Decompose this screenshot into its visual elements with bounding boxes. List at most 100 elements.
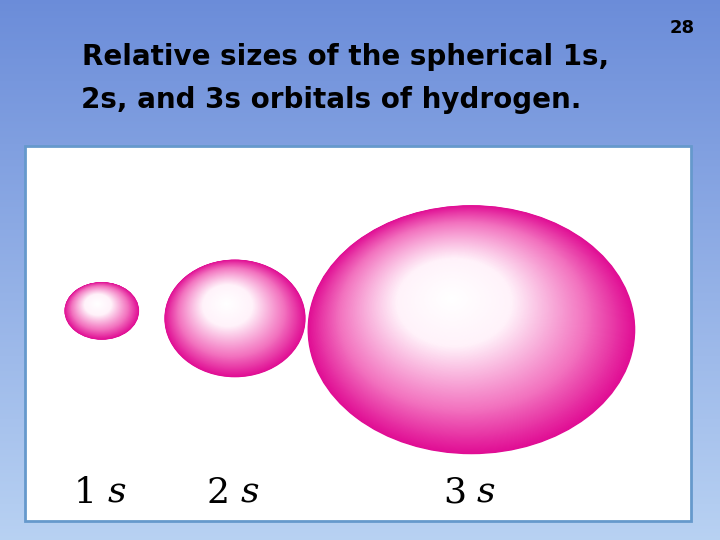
Ellipse shape	[399, 260, 510, 345]
Bar	[0, 398, 720, 400]
Ellipse shape	[95, 302, 99, 306]
Ellipse shape	[169, 262, 298, 370]
Ellipse shape	[78, 290, 120, 322]
Ellipse shape	[447, 295, 456, 302]
Bar	[0, 347, 720, 349]
Bar	[0, 486, 720, 488]
Ellipse shape	[311, 207, 631, 450]
Ellipse shape	[94, 301, 102, 307]
Ellipse shape	[209, 289, 246, 320]
Bar	[0, 185, 720, 187]
Ellipse shape	[449, 296, 455, 301]
Ellipse shape	[181, 269, 282, 353]
Ellipse shape	[316, 210, 623, 442]
Ellipse shape	[189, 275, 270, 342]
Ellipse shape	[89, 298, 106, 310]
Ellipse shape	[93, 300, 102, 307]
Bar	[0, 340, 720, 342]
Bar	[0, 312, 720, 313]
Ellipse shape	[419, 275, 486, 326]
Ellipse shape	[215, 295, 238, 314]
Bar	[0, 184, 720, 185]
Ellipse shape	[213, 293, 241, 316]
Ellipse shape	[423, 278, 482, 322]
Bar	[0, 218, 720, 220]
Bar	[0, 513, 720, 515]
Bar	[0, 471, 720, 474]
Ellipse shape	[317, 211, 621, 441]
Ellipse shape	[214, 294, 240, 315]
Ellipse shape	[369, 241, 546, 375]
Bar	[0, 443, 720, 444]
Bar	[0, 490, 720, 491]
Ellipse shape	[92, 300, 103, 308]
Ellipse shape	[386, 252, 525, 357]
Ellipse shape	[328, 216, 603, 426]
Ellipse shape	[68, 284, 135, 335]
Bar	[0, 339, 720, 340]
Bar	[0, 261, 720, 263]
Ellipse shape	[371, 242, 544, 373]
Ellipse shape	[415, 272, 490, 329]
Bar	[0, 248, 720, 250]
Ellipse shape	[204, 286, 251, 326]
Bar	[0, 412, 720, 414]
Bar	[0, 182, 720, 184]
Ellipse shape	[448, 296, 456, 302]
Bar	[0, 454, 720, 455]
Ellipse shape	[185, 272, 276, 348]
Bar	[0, 464, 720, 466]
Ellipse shape	[173, 265, 293, 365]
Ellipse shape	[323, 214, 611, 431]
Ellipse shape	[361, 236, 556, 383]
Ellipse shape	[190, 276, 268, 341]
Ellipse shape	[96, 303, 99, 305]
Ellipse shape	[210, 291, 245, 319]
Ellipse shape	[388, 253, 522, 355]
Bar	[0, 349, 720, 351]
Ellipse shape	[181, 271, 279, 352]
Ellipse shape	[176, 267, 288, 360]
Ellipse shape	[88, 297, 107, 312]
Ellipse shape	[347, 227, 576, 401]
Bar	[0, 36, 720, 38]
Bar	[0, 22, 720, 23]
Bar	[0, 444, 720, 447]
Ellipse shape	[426, 279, 480, 320]
Ellipse shape	[215, 294, 240, 315]
Ellipse shape	[204, 286, 251, 325]
Ellipse shape	[337, 221, 590, 413]
Ellipse shape	[216, 295, 238, 313]
Ellipse shape	[434, 286, 470, 313]
Ellipse shape	[94, 302, 100, 306]
Bar	[0, 234, 720, 236]
Ellipse shape	[194, 279, 264, 336]
Bar	[0, 459, 720, 461]
Ellipse shape	[86, 295, 109, 314]
Ellipse shape	[404, 264, 503, 339]
Bar	[0, 81, 720, 83]
Ellipse shape	[73, 287, 127, 329]
Bar	[0, 196, 720, 198]
Bar	[0, 498, 720, 501]
Ellipse shape	[342, 224, 583, 407]
Ellipse shape	[328, 217, 603, 424]
Ellipse shape	[82, 293, 114, 318]
Bar	[0, 319, 720, 320]
Ellipse shape	[183, 271, 278, 350]
Bar	[0, 270, 720, 272]
Bar	[0, 268, 720, 270]
Ellipse shape	[224, 302, 230, 306]
Ellipse shape	[446, 294, 459, 303]
Ellipse shape	[365, 238, 552, 380]
Bar	[0, 147, 720, 150]
Ellipse shape	[323, 213, 611, 433]
Bar	[0, 481, 720, 482]
Bar	[0, 146, 720, 147]
Bar	[0, 204, 720, 205]
Ellipse shape	[215, 295, 238, 314]
Ellipse shape	[84, 294, 112, 315]
Ellipse shape	[220, 299, 233, 309]
Ellipse shape	[84, 294, 113, 316]
Bar	[0, 65, 720, 66]
